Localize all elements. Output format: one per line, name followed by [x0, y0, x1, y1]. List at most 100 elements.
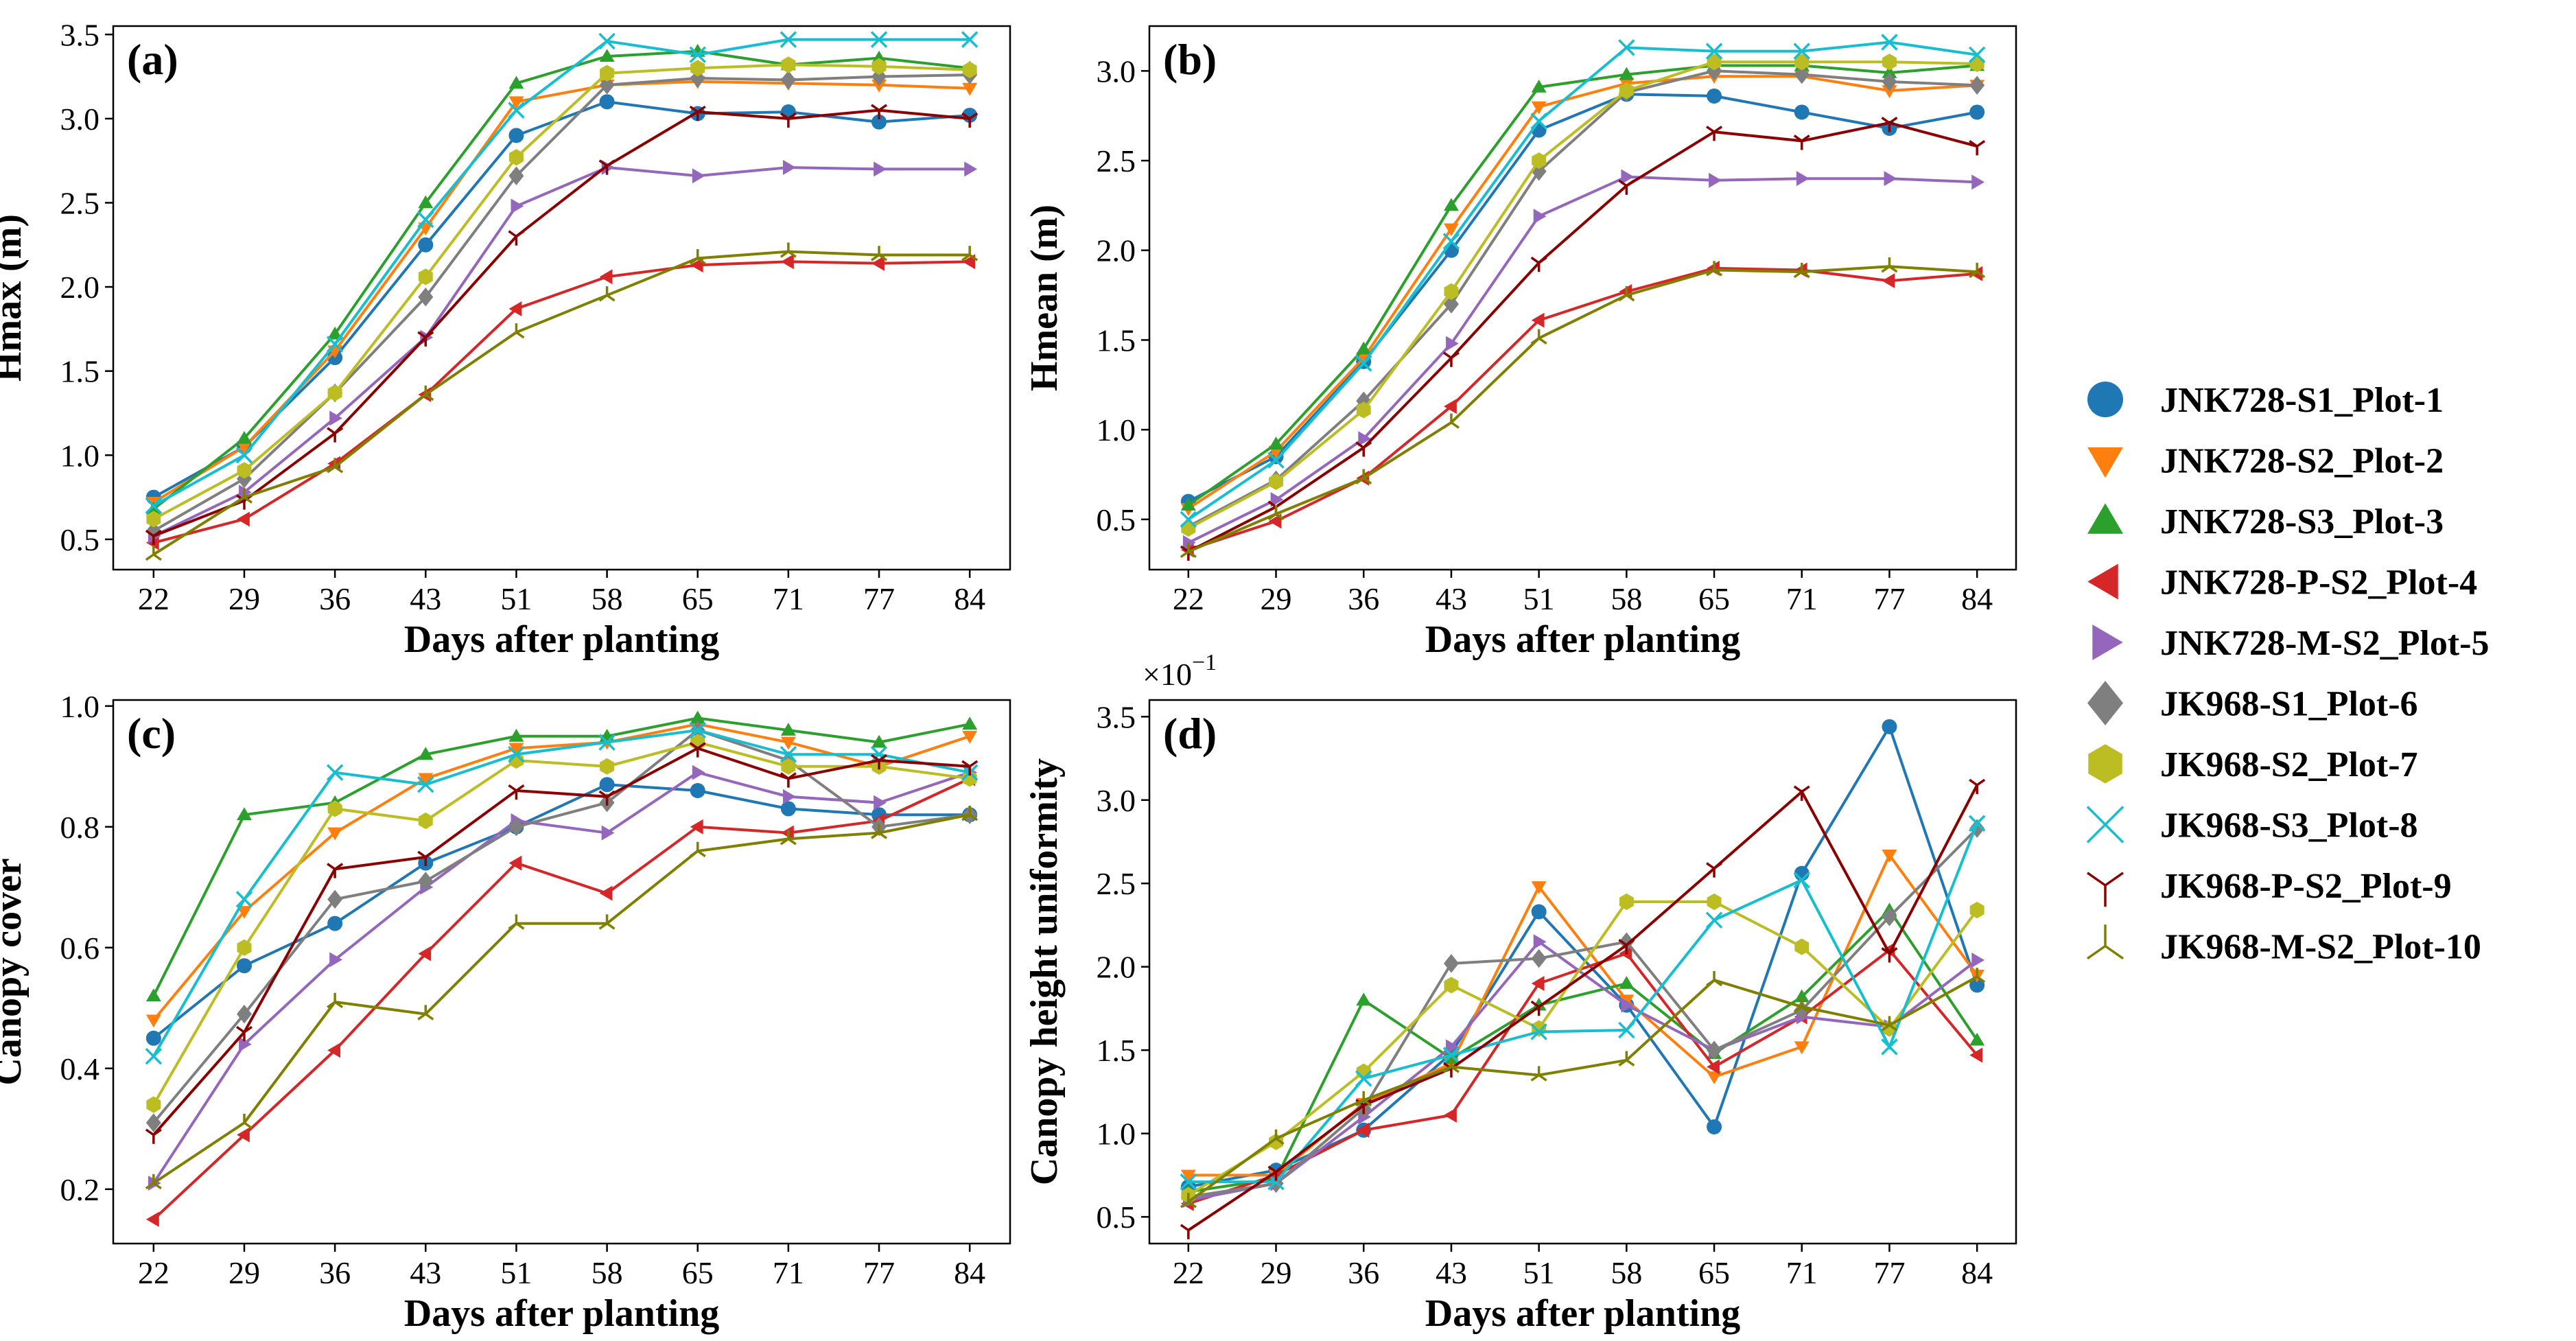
data-point [1969, 262, 1986, 279]
data-point [417, 1005, 434, 1021]
x-tick-label: 84 [954, 1255, 985, 1290]
legend-item: JK968-P-S2_Plot-9 [2086, 867, 2452, 907]
series-line [1187, 64, 1978, 506]
data-point [508, 301, 522, 316]
data-point [236, 906, 252, 919]
data-point [961, 760, 979, 776]
data-point [1443, 1051, 1459, 1064]
y-tick-label: 3.0 [60, 102, 100, 137]
data-point [1356, 992, 1372, 1006]
data-point [327, 427, 344, 443]
data-point [1794, 104, 1810, 120]
x-tick-label: 43 [1436, 1255, 1467, 1290]
data-point [599, 885, 613, 901]
series-line [1187, 60, 1978, 530]
data-point [236, 958, 252, 974]
data-point [780, 723, 796, 736]
series-line [1188, 940, 1978, 1202]
series-JK968-S1_Plot-6 [1180, 819, 1985, 1206]
series-JK968-S1_Plot-6 [145, 721, 978, 1132]
legend-marker [2092, 625, 2123, 660]
series-JK968-S1_Plot-6 [145, 65, 978, 541]
y-tick-label: 0.6 [60, 931, 100, 966]
x-tick-label: 29 [229, 1255, 260, 1290]
series-line [1187, 75, 1978, 510]
data-point [146, 511, 161, 528]
x-tick-label: 84 [1961, 1255, 1993, 1290]
y-axis-label: Canopy height uniformity [1023, 758, 1066, 1185]
legend-item: JK968-S2_Plot-7 [2088, 744, 2418, 784]
data-point [327, 800, 342, 817]
data-point [1709, 172, 1722, 188]
data-point [1531, 881, 1547, 894]
legend-marker [2086, 806, 2124, 843]
series-JNK728-M-S2_Plot-5 [1182, 169, 1985, 550]
data-point [1969, 968, 1986, 983]
x-tick-label: 65 [682, 581, 714, 616]
x-tick-label: 36 [319, 1255, 351, 1290]
series-JK968-S3_Plot-8 [145, 31, 979, 515]
x-tick-label: 77 [1873, 581, 1905, 616]
panel-label: (d) [1163, 709, 1217, 758]
data-point [1180, 1173, 1197, 1191]
legend-label: JK968-S3_Plot-8 [2160, 806, 2418, 846]
data-point [1530, 1023, 1547, 1040]
y-tick-label: 3.0 [1097, 783, 1136, 818]
y-axis-label: Canopy cover [0, 858, 30, 1085]
data-point [1531, 948, 1547, 968]
x-tick-label: 84 [1961, 581, 1993, 616]
x-tick-label: 36 [319, 581, 351, 616]
data-point [1618, 938, 1635, 955]
x-tick-label: 65 [1698, 581, 1730, 616]
data-point [1267, 1129, 1285, 1145]
x-tick-label: 22 [138, 1255, 169, 1290]
series-line [153, 108, 970, 537]
series-line [1187, 175, 1978, 544]
data-point [1969, 1032, 1985, 1046]
x-tick-label: 58 [592, 581, 623, 616]
x-tick-label: 36 [1348, 1255, 1379, 1290]
data-point [1794, 1041, 1810, 1055]
y-tick-label: 0.5 [1097, 1200, 1136, 1235]
x-tick-label: 36 [1348, 581, 1379, 616]
data-point [237, 511, 250, 527]
data-point [145, 1113, 161, 1132]
series-line [152, 73, 970, 533]
data-point [598, 159, 616, 175]
data-point [511, 198, 524, 214]
legend-item: JNK728-S2_Plot-2 [2087, 442, 2444, 481]
series-line [152, 38, 970, 507]
data-point [237, 939, 252, 956]
data-point [1444, 1107, 1457, 1123]
x-tick-label: 51 [500, 581, 532, 616]
data-point [1267, 504, 1285, 521]
y-axis-label: Hmean (m) [1023, 205, 1066, 391]
data-point [1355, 441, 1372, 457]
data-point [690, 710, 705, 724]
data-point [327, 458, 344, 474]
x-tick-label: 43 [410, 581, 441, 616]
data-point [327, 992, 344, 1009]
data-point [871, 255, 885, 271]
data-point [508, 128, 524, 143]
data-point [508, 817, 524, 837]
series-line [152, 49, 970, 511]
data-point [598, 790, 616, 806]
data-point [327, 827, 343, 841]
data-point [237, 462, 252, 479]
data-point [1793, 262, 1810, 279]
x-tick-label: 71 [773, 581, 804, 616]
data-point [1531, 997, 1547, 1011]
data-point [599, 94, 615, 110]
data-point [508, 855, 522, 871]
legend-item: JNK728-S1_Plot-1 [2087, 381, 2444, 420]
series-line [1187, 40, 1978, 521]
data-point [689, 742, 706, 758]
x-tick-label: 71 [1786, 581, 1818, 616]
data-point [1881, 1016, 1898, 1031]
panel-d: 22 29 36 43 51 58 65 71 77 84 0.5 1.0 1.5 2.0 2.5 3.0 3.… [1023, 650, 2017, 1335]
data-point [1531, 101, 1547, 115]
data-point [1355, 1070, 1372, 1087]
data-point [1707, 1040, 1722, 1060]
data-point [1268, 513, 1282, 529]
